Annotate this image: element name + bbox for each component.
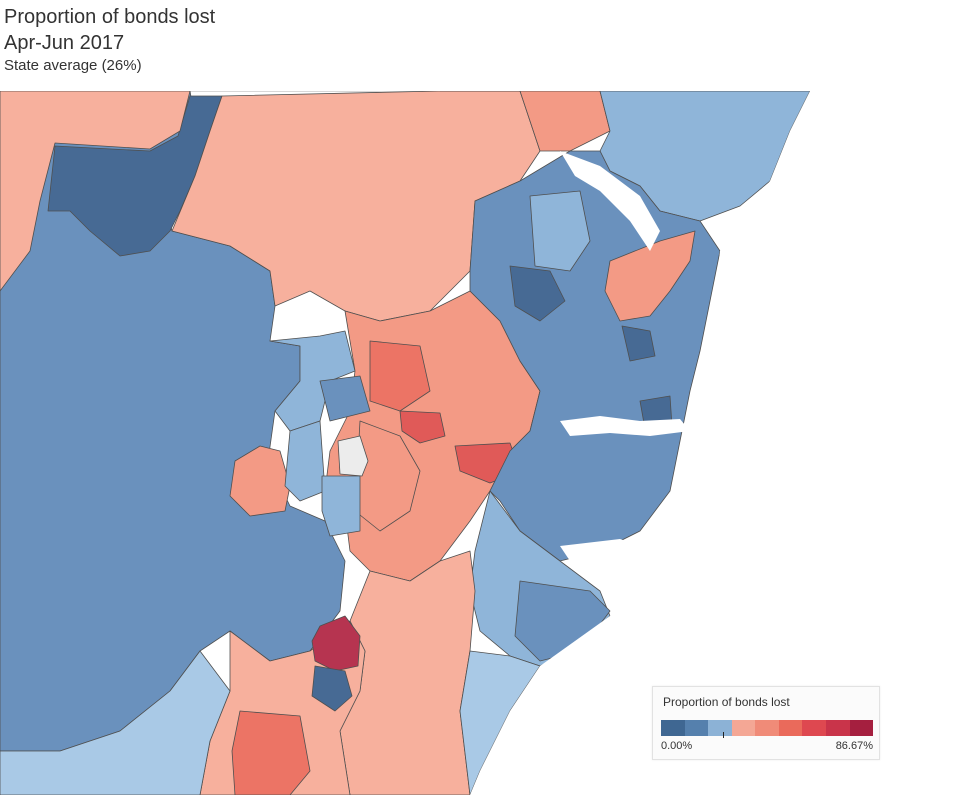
region-topleft-pink[interactable] bbox=[0, 91, 191, 292]
region-east-darkblue-b[interactable] bbox=[621, 325, 656, 362]
harbour-water bbox=[560, 416, 690, 436]
legend-swatch bbox=[731, 720, 756, 736]
legend-swatch bbox=[825, 720, 850, 736]
region-crimson[interactable] bbox=[311, 615, 361, 672]
region-no-data[interactable] bbox=[337, 435, 369, 477]
region-central-red-a[interactable] bbox=[399, 410, 446, 444]
legend-midpoint-tick bbox=[723, 732, 724, 738]
legend-max-label: 86.67% bbox=[835, 740, 873, 752]
legend-color-ramp bbox=[661, 720, 874, 736]
region-southwest-coral[interactable] bbox=[231, 710, 311, 795]
legend-swatch bbox=[708, 720, 732, 736]
legend-title: Proportion of bonds lost bbox=[663, 695, 790, 709]
water-layer bbox=[470, 91, 966, 795]
legend-swatch bbox=[661, 720, 685, 736]
choropleth-map[interactable] bbox=[0, 91, 966, 795]
region-central-coral[interactable] bbox=[369, 340, 431, 412]
region-lightblue-b[interactable] bbox=[284, 420, 326, 502]
region-lightblue-c[interactable] bbox=[319, 375, 371, 422]
region-beaches-salmon[interactable] bbox=[604, 230, 696, 322]
legend-min-label: 0.00% bbox=[661, 740, 693, 752]
legend-swatch bbox=[778, 720, 803, 736]
legend-swatch bbox=[684, 720, 709, 736]
ocean-east bbox=[470, 91, 966, 795]
period-label: Apr-Jun 2017 bbox=[4, 32, 125, 54]
color-legend: Proportion of bonds lost 0.00% 86.67% bbox=[652, 686, 880, 760]
region-east-darkblue-a[interactable] bbox=[509, 265, 566, 322]
page-title: Proportion of bonds lost bbox=[4, 6, 216, 28]
legend-swatch bbox=[849, 720, 874, 736]
region-south-lightblue[interactable] bbox=[0, 650, 231, 795]
region-west-salmon[interactable] bbox=[229, 445, 291, 517]
map-svg[interactable] bbox=[0, 91, 966, 795]
region-darkblue-south[interactable] bbox=[311, 665, 353, 712]
title-block: Proportion of bonds lost Apr-Jun 2017 St… bbox=[4, 4, 215, 76]
region-lightblue-d[interactable] bbox=[321, 475, 361, 537]
botany-bay-water bbox=[560, 539, 655, 566]
legend-swatch bbox=[755, 720, 779, 736]
north-river-water bbox=[560, 151, 660, 251]
state-average-label: State average (26%) bbox=[4, 57, 142, 74]
legend-swatch bbox=[802, 720, 826, 736]
region-east-lightblue[interactable] bbox=[529, 190, 591, 272]
region-layer[interactable] bbox=[0, 91, 811, 795]
